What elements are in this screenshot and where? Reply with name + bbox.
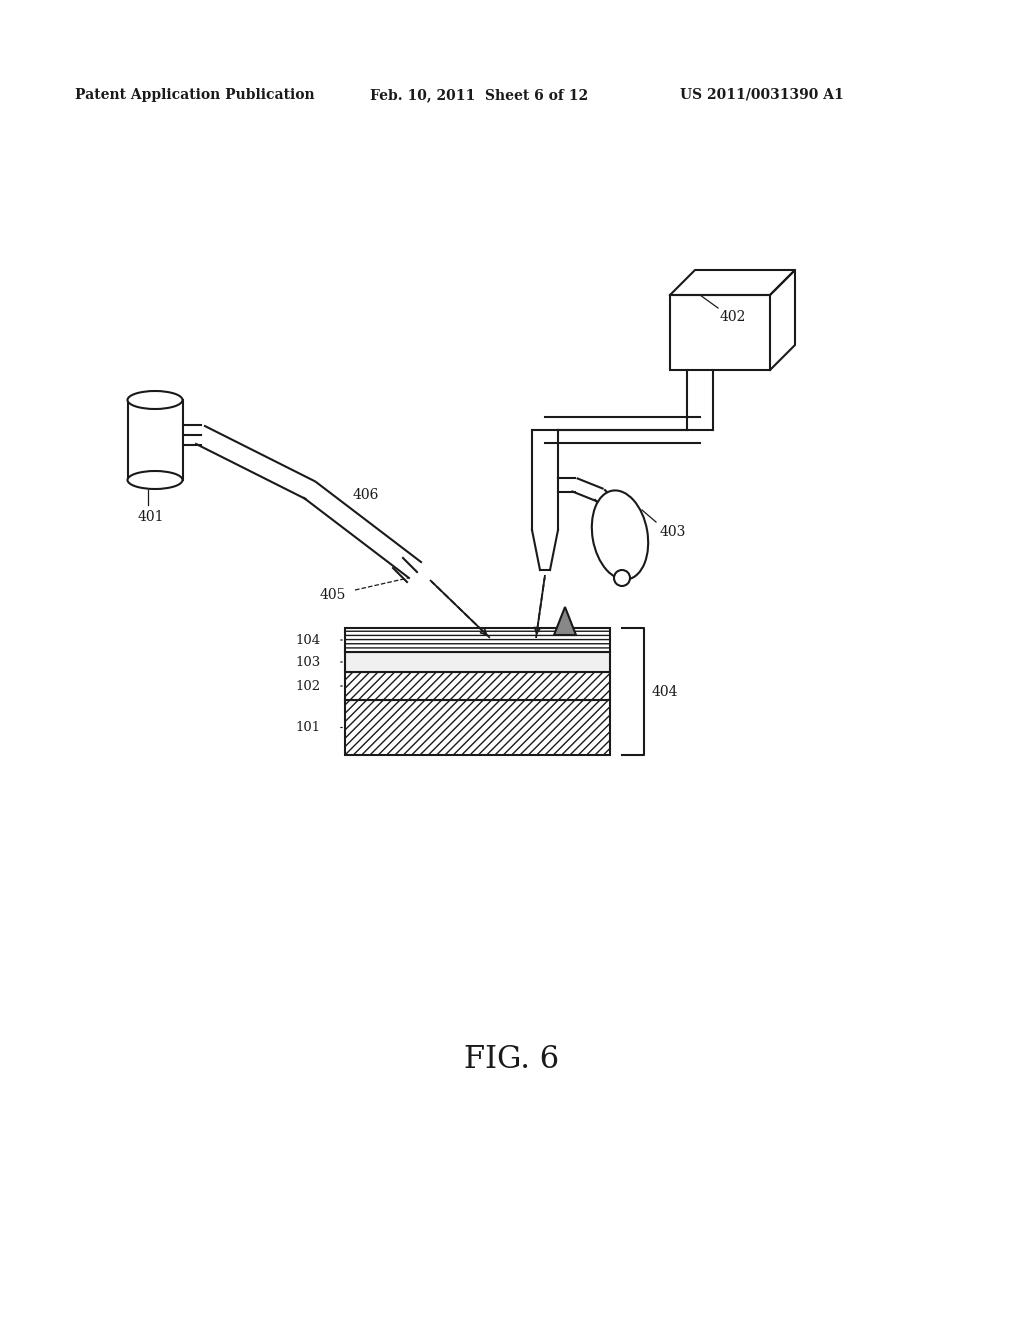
Bar [345,628,610,652]
Text: 102: 102 [295,680,321,693]
Bar [345,652,610,672]
Text: Feb. 10, 2011  Sheet 6 of 12: Feb. 10, 2011 Sheet 6 of 12 [370,88,588,102]
Text: FIG. 6: FIG. 6 [465,1044,559,1076]
Bar [670,294,770,370]
Circle shape [614,570,630,586]
Bar [345,700,610,755]
Polygon shape [554,607,575,635]
FancyBboxPatch shape [128,400,182,480]
Text: 402: 402 [720,310,746,323]
Text: 405: 405 [319,587,346,602]
Text: 404: 404 [652,685,679,698]
Text: 401: 401 [138,510,165,524]
Text: 406: 406 [353,488,379,502]
Ellipse shape [128,391,182,409]
Bar [345,672,610,700]
Text: US 2011/0031390 A1: US 2011/0031390 A1 [680,88,844,102]
Text: 403: 403 [660,525,686,539]
Text: 103: 103 [295,656,321,668]
Text: 101: 101 [295,721,321,734]
Text: 104: 104 [295,634,321,647]
Ellipse shape [592,491,648,579]
Text: Patent Application Publication: Patent Application Publication [75,88,314,102]
Ellipse shape [128,471,182,488]
